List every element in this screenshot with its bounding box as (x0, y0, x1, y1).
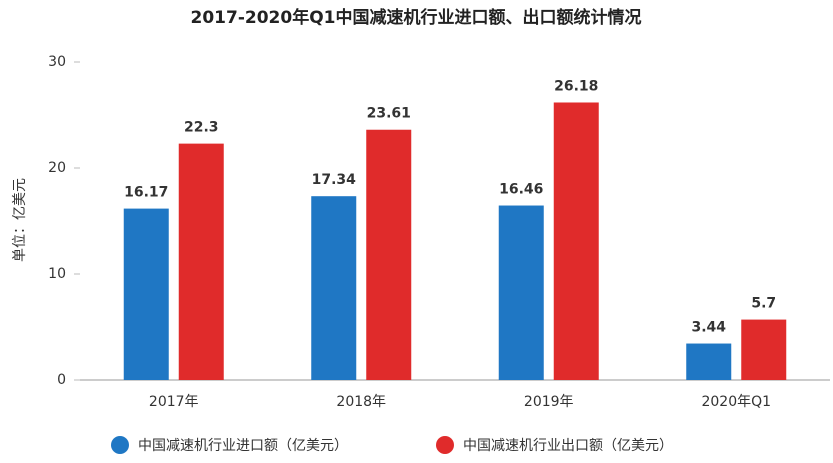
value-label: 22.3 (184, 120, 219, 136)
y-tick-label: 30 (48, 54, 66, 70)
y-axis-label: 单位：亿美元 (12, 178, 28, 262)
value-label: 17.34 (312, 172, 357, 188)
chart-title: 2017-2020年Q1中国减速机行业进口额、出口额统计情况 (191, 7, 642, 28)
x-tick-label: 2017年 (149, 394, 199, 410)
legend-marker (111, 436, 129, 454)
bar (741, 319, 787, 380)
bar (178, 143, 224, 380)
bar (498, 205, 544, 380)
value-label: 5.7 (751, 296, 776, 312)
y-tick-label: 20 (48, 160, 66, 176)
x-tick-label: 2019年 (524, 394, 574, 410)
value-label: 3.44 (691, 320, 726, 336)
y-tick-label: 10 (48, 266, 66, 282)
value-label: 26.18 (554, 78, 598, 94)
x-tick-label: 2018年 (336, 394, 386, 410)
bar (123, 208, 169, 380)
legend-label: 中国减速机行业出口额（亿美元） (463, 438, 673, 454)
legend-marker (436, 436, 454, 454)
bar (311, 196, 357, 380)
bar (553, 102, 599, 380)
x-tick-label: 2020年Q1 (701, 394, 771, 410)
value-label: 23.61 (367, 106, 411, 122)
value-label: 16.17 (124, 185, 168, 201)
bar (366, 129, 412, 380)
bar (686, 343, 732, 380)
legend-label: 中国减速机行业进口额（亿美元） (138, 438, 348, 454)
y-tick-label: 0 (57, 372, 66, 388)
value-label: 16.46 (499, 182, 543, 198)
